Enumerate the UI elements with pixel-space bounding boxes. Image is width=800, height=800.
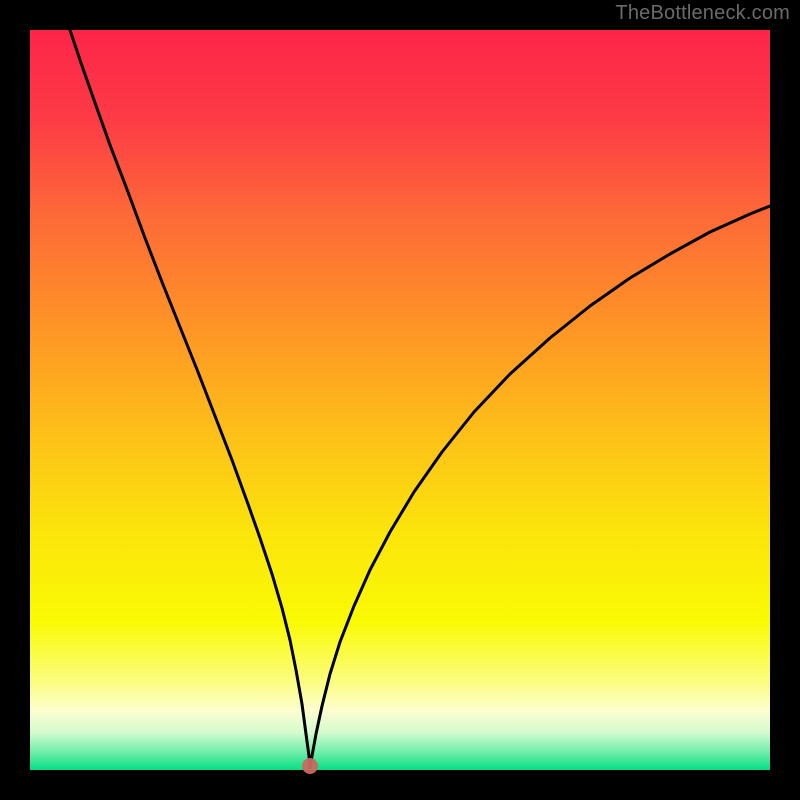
bottleneck-curve xyxy=(30,30,770,770)
plot-area xyxy=(30,30,770,770)
bottleneck-chart: TheBottleneck.com xyxy=(0,0,800,800)
watermark-text: TheBottleneck.com xyxy=(615,2,790,25)
optimal-point-marker xyxy=(302,758,318,774)
